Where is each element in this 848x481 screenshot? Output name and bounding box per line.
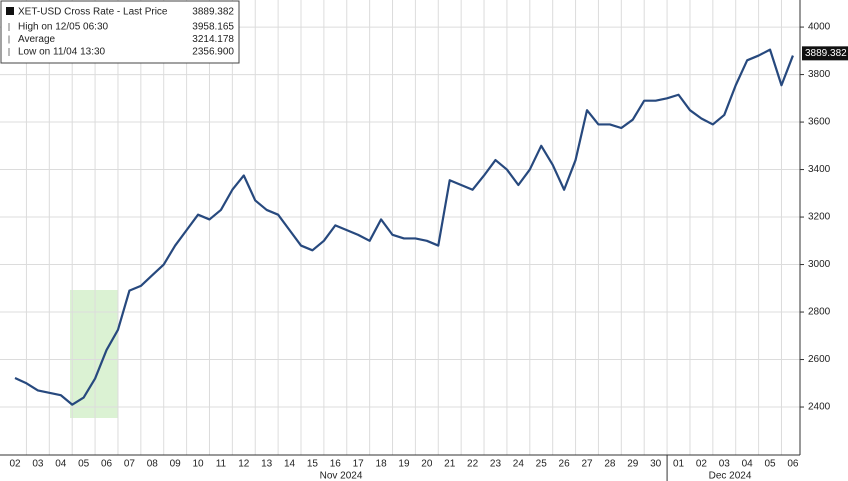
x-tick-label: 20 xyxy=(421,459,433,470)
x-tick-label: 18 xyxy=(376,459,388,470)
x-tick-label: 02 xyxy=(696,459,708,470)
x-tick-label: 17 xyxy=(353,459,365,470)
last-price-tag xyxy=(802,46,848,61)
x-tick-label: 14 xyxy=(284,459,296,470)
legend-row-label: Average xyxy=(18,34,56,45)
x-tick-label: 06 xyxy=(101,459,113,470)
legend-row-value: 3214.178 xyxy=(192,34,234,45)
x-tick-label: 21 xyxy=(444,459,456,470)
x-tick-label: 12 xyxy=(238,459,250,470)
y-tick-label: 3200 xyxy=(808,212,831,223)
x-tick-label: 30 xyxy=(650,459,662,470)
x-tick-label: 04 xyxy=(742,459,754,470)
x-tick-label: 10 xyxy=(192,459,204,470)
y-tick-label: 2600 xyxy=(808,354,831,365)
x-tick-label: 02 xyxy=(9,459,21,470)
legend-series-name: XET-USD Cross Rate - Last Price xyxy=(18,7,168,18)
x-tick-label: 13 xyxy=(261,459,273,470)
legend-last-price: 3889.382 xyxy=(192,7,234,18)
legend-box xyxy=(0,0,240,64)
x-tick-label: 09 xyxy=(170,459,182,470)
x-tick-label: 11 xyxy=(216,459,227,470)
month-label: Nov 2024 xyxy=(320,471,363,481)
x-tick-label: 26 xyxy=(559,459,571,470)
month-label: Dec 2024 xyxy=(709,471,752,481)
x-tick-label: 25 xyxy=(536,459,548,470)
x-tick-label: 05 xyxy=(78,459,90,470)
x-tick-label: 08 xyxy=(147,459,159,470)
legend: XET-USD Cross Rate - Last Price 3889.382… xyxy=(0,0,240,64)
y-tick-label: 4000 xyxy=(808,22,831,33)
last-price-label: 3889.382 xyxy=(805,48,847,59)
legend-row-label: Low on 11/04 13:30 xyxy=(18,47,106,58)
legend-row-value: 2356.900 xyxy=(192,47,234,58)
x-tick-label: 03 xyxy=(719,459,731,470)
x-tick-label: 05 xyxy=(764,459,776,470)
x-tick-label: 04 xyxy=(55,459,67,470)
y-tick-label: 2800 xyxy=(808,307,831,318)
x-tick-label: 01 xyxy=(673,459,685,470)
y-tick-label: 2400 xyxy=(808,402,831,413)
x-tick-label: 19 xyxy=(398,459,410,470)
y-tick-label: 3800 xyxy=(808,69,831,80)
x-tick-label: 27 xyxy=(581,459,593,470)
y-tick-label: 3600 xyxy=(808,117,831,128)
legend-swatch xyxy=(6,7,14,15)
x-tick-label: 23 xyxy=(490,459,502,470)
x-tick-label: 15 xyxy=(307,459,319,470)
highlight-region xyxy=(70,290,118,418)
x-tick-label: 07 xyxy=(124,459,136,470)
x-tick-label: 24 xyxy=(513,459,525,470)
x-tick-label: 29 xyxy=(627,459,639,470)
legend-row-value: 3958.165 xyxy=(192,22,234,33)
x-tick-label: 28 xyxy=(604,459,616,470)
y-tick-label: 3400 xyxy=(808,164,831,175)
price-line xyxy=(14,48,794,406)
y-tick-label: 3000 xyxy=(808,259,831,270)
legend-row-label: High on 12/05 06:30 xyxy=(18,22,109,33)
x-tick-label: 06 xyxy=(787,459,799,470)
x-tick-label: 03 xyxy=(32,459,44,470)
x-tick-label: 22 xyxy=(467,459,479,470)
x-tick-label: 16 xyxy=(330,459,342,470)
